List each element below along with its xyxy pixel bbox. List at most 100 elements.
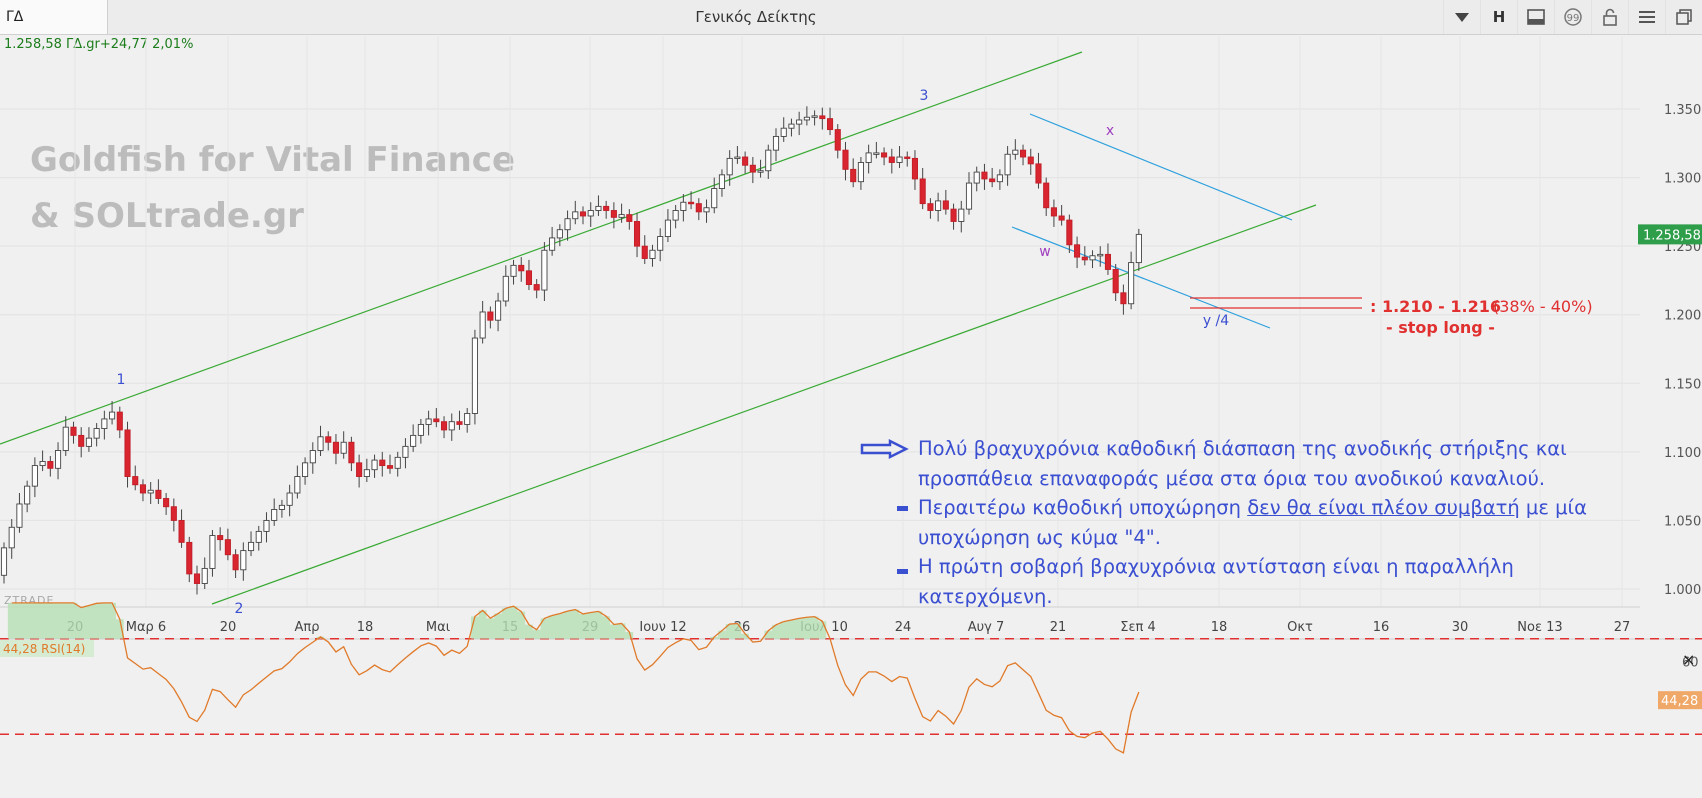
candle-down xyxy=(641,245,648,259)
candle-up xyxy=(410,434,417,447)
grid xyxy=(0,36,1640,607)
candle-up xyxy=(1135,233,1142,264)
lock-icon[interactable] xyxy=(1591,0,1628,34)
target-lines: : 1.210 - 1.216(38% - 40%) - stop long - xyxy=(1190,297,1593,337)
candle-up xyxy=(0,547,8,576)
candle-up xyxy=(31,465,38,487)
candle-up xyxy=(39,461,46,467)
candle-up xyxy=(363,469,370,477)
candle-down xyxy=(518,264,525,272)
x-tick-label: 21 xyxy=(1050,620,1067,635)
candle-down xyxy=(942,200,949,210)
candle-up xyxy=(85,437,92,447)
symbol-input[interactable]: ΓΔ xyxy=(0,0,108,34)
candle-up xyxy=(757,170,764,173)
candle-up xyxy=(1089,255,1096,261)
candle-down xyxy=(224,539,231,556)
x-tick-label: Σεπ 4 xyxy=(1120,620,1155,635)
candle-up xyxy=(16,503,23,528)
restore-window-icon[interactable] xyxy=(1665,0,1702,34)
candle-up xyxy=(857,162,864,183)
candle-down xyxy=(579,211,587,217)
candle-down xyxy=(70,426,77,436)
x-tick-label: Μαρ 6 xyxy=(126,620,166,635)
y-tick-label: 1.100 xyxy=(1664,446,1701,461)
candle-up xyxy=(788,123,795,129)
candle-down xyxy=(1043,182,1050,209)
upper-channel-line xyxy=(0,51,1083,445)
candle-down xyxy=(1074,244,1081,258)
letter-h-icon[interactable]: H xyxy=(1480,0,1517,34)
annotation-p1: Πολύ βραχυχρόνια καθοδική διάσπαση της α… xyxy=(918,437,1567,490)
candle-down xyxy=(695,203,702,213)
candle-up xyxy=(240,550,247,571)
rsi-line xyxy=(11,602,1140,754)
candle-down xyxy=(433,418,440,423)
candle-down xyxy=(163,498,170,508)
candle-up xyxy=(973,171,980,184)
close-icon[interactable]: × xyxy=(1682,650,1695,669)
candle-up xyxy=(1004,153,1011,176)
candle-down xyxy=(911,157,919,180)
candle-up xyxy=(54,450,62,469)
candle-up xyxy=(772,135,780,151)
candle-down xyxy=(186,541,193,575)
candle-down xyxy=(881,152,888,158)
candle-up xyxy=(572,211,579,220)
candle-up xyxy=(340,441,347,454)
candle-down xyxy=(379,459,386,467)
candle-up xyxy=(209,535,216,569)
panel-icon[interactable] xyxy=(1517,0,1554,34)
candle-up xyxy=(703,207,710,213)
candle-up xyxy=(24,485,31,505)
wave-label: 2 xyxy=(235,601,244,617)
candle-down xyxy=(989,178,996,183)
annotation-p2-b: με μία υποχώρηση ως κύμα "4". xyxy=(918,496,1587,549)
annotation-p2-underlined: δεν θα είναι πλέον συμβατή xyxy=(1247,496,1520,519)
candle-up xyxy=(510,264,517,277)
x-tick-label: Νοε 13 xyxy=(1517,620,1562,635)
candle-up xyxy=(271,509,278,521)
candle-up xyxy=(8,526,15,549)
candle-up xyxy=(317,436,324,451)
bullet-icon xyxy=(897,506,908,511)
svg-text:99: 99 xyxy=(1567,13,1580,24)
candle-down xyxy=(1019,149,1027,158)
candle-up xyxy=(425,418,432,425)
candle-up xyxy=(726,157,733,176)
x-tick-label: 30 xyxy=(1452,620,1469,635)
candle-down xyxy=(1066,219,1073,246)
candle-down xyxy=(1027,156,1034,165)
candle-up xyxy=(101,418,108,429)
candle-down xyxy=(626,214,633,222)
stop-label: - stop long - xyxy=(1386,318,1495,337)
candle-down xyxy=(842,149,849,170)
y-tick-label: 1.000 xyxy=(1664,583,1701,598)
candle-up xyxy=(471,337,478,414)
candle-up xyxy=(201,567,208,584)
chart-title: Γενικός Δείκτης xyxy=(695,8,817,26)
candle-up xyxy=(935,200,942,211)
y-tick-label: 1.050 xyxy=(1664,514,1701,529)
candle-up xyxy=(965,182,973,210)
candle-down xyxy=(981,171,988,180)
candle-up xyxy=(958,208,965,222)
menu-icon[interactable] xyxy=(1628,0,1665,34)
candle-down xyxy=(1112,269,1119,294)
comment-icon[interactable]: 99 xyxy=(1554,0,1591,34)
last-price-label: 1.258,58 xyxy=(1643,228,1701,243)
y-tick-label: 1.350 xyxy=(1664,103,1701,118)
candle-up xyxy=(556,229,563,239)
wave-labels: 1 2 3 x w y /4 xyxy=(117,88,1230,617)
candle-down xyxy=(456,421,463,425)
candle-down xyxy=(332,441,340,454)
candle-up xyxy=(371,459,378,471)
candle-down xyxy=(217,535,224,541)
y-tick-label: 1.200 xyxy=(1664,309,1701,324)
candle-up xyxy=(803,116,810,121)
chevron-down-icon[interactable] xyxy=(1443,0,1480,34)
candle-down xyxy=(325,436,332,443)
candle-up xyxy=(811,115,818,118)
candle-down xyxy=(919,178,926,205)
